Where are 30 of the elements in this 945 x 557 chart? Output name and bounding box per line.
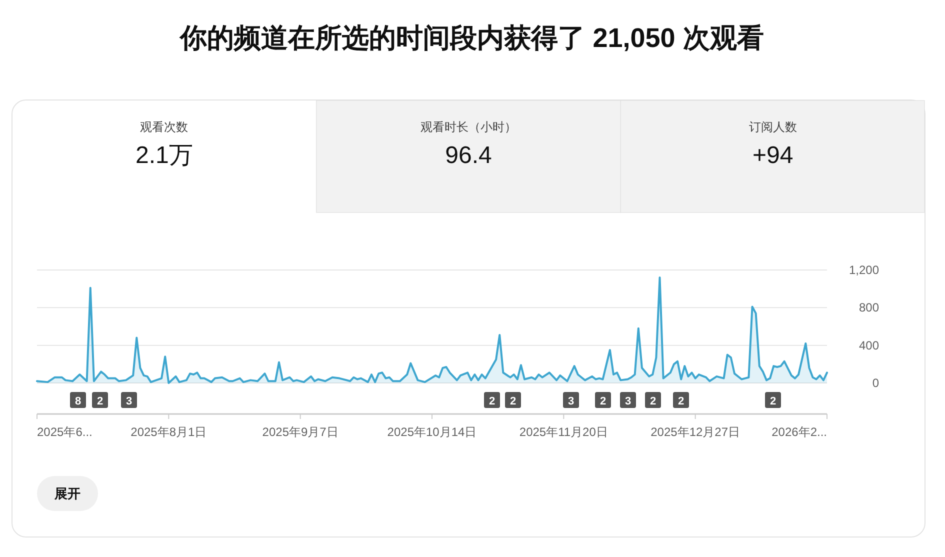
y-tick-label: 1,200	[848, 263, 880, 277]
text: 3	[568, 396, 574, 408]
x-tick-label: 2025年6...	[37, 425, 92, 439]
x-tick-label: 2025年10月14日	[387, 425, 477, 439]
x-tick-label: 2025年11月20日	[519, 425, 608, 439]
text: 8	[74, 396, 82, 408]
text: 展开	[54, 486, 80, 501]
x-tick-label: 2025年8月1日	[130, 425, 207, 439]
text: 2.1万	[135, 142, 193, 169]
text: 订阅人数	[748, 120, 797, 134]
text: 你的频道在所选的时间段内获得了 21,050 次观看	[179, 23, 764, 53]
x-tick-label: 2026年2...	[772, 425, 827, 439]
x-tick-label: 2025年9月7日	[262, 425, 338, 439]
y-tick-label: 400	[858, 338, 880, 352]
text: 2	[600, 396, 606, 408]
text: 3	[126, 396, 132, 408]
text: +94	[752, 142, 794, 169]
text: 2	[650, 396, 656, 408]
y-tick-label: 0	[872, 376, 880, 390]
text: 观看时长（小时）	[420, 120, 516, 134]
text: 2	[488, 396, 496, 408]
text: 2	[678, 396, 684, 408]
text: 3	[624, 396, 632, 408]
text: 2	[770, 396, 776, 408]
x-tick-label: 2025年12月27日	[650, 425, 740, 439]
text: 96.4	[445, 142, 492, 169]
text: 2	[96, 396, 104, 408]
text: 观看次数	[140, 120, 188, 134]
text: 2	[510, 396, 516, 408]
y-tick-label: 800	[858, 300, 880, 315]
